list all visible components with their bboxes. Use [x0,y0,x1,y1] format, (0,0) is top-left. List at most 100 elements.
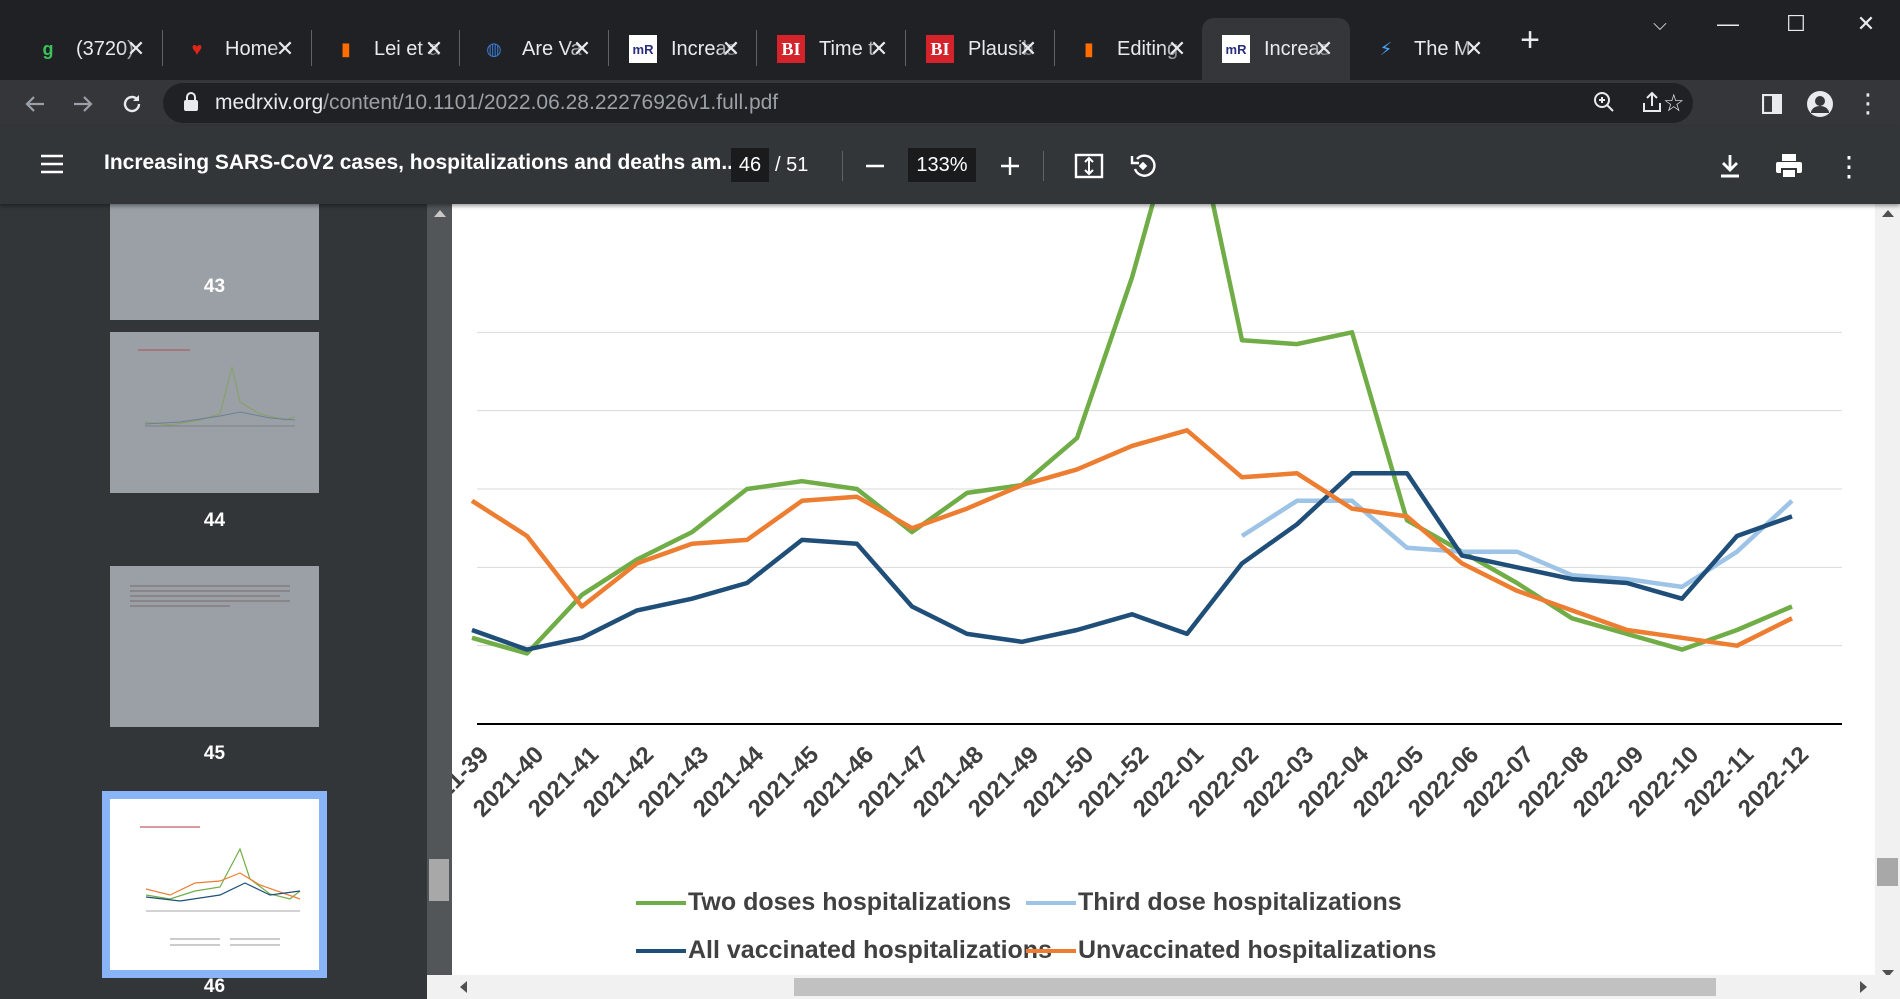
tab-title: (3720) [76,37,134,60]
browser-toolbar: medrxiv.org/content/10.1101/2022.06.28.2… [0,80,1900,127]
address-bar[interactable]: medrxiv.org/content/10.1101/2022.06.28.2… [163,83,1693,123]
share-icon[interactable] [1641,91,1663,118]
globe-icon: ◍ [486,38,502,59]
vertical-scrollbar[interactable] [1875,204,1900,984]
tab-separator [608,30,609,66]
lock-icon[interactable] [183,92,199,117]
browser-tab[interactable]: ⚡ The M ✕ [1352,18,1500,80]
bookmark-icon: ▮ [1084,38,1094,59]
legend-label: All vaccinated hospitalizations [688,936,1052,964]
scroll-left-icon[interactable] [460,981,467,993]
tab-separator [905,30,906,66]
browser-tab[interactable]: g (3720) ✕ [14,18,162,80]
scroll-down-icon[interactable] [1882,970,1894,977]
bookmark-icon: ▮ [341,38,351,59]
tab-close-icon[interactable]: ✕ [721,36,741,61]
scroll-right-icon[interactable] [1860,981,1867,993]
thumbnail-page[interactable] [110,332,319,493]
tab-separator [162,30,163,66]
browser-tab[interactable]: BI Plausib ✕ [906,18,1054,80]
legend-swatch [636,900,686,905]
tab-close-icon[interactable]: ✕ [572,36,592,61]
thumbnail-page-number: 43 [203,276,226,297]
tab-close-icon[interactable]: ✕ [1018,36,1038,61]
zoom-in-icon[interactable] [988,144,1032,188]
thumbnail-page-selected[interactable] [102,791,327,978]
pdf-document-area[interactable]: 2021-39 2021-40 2021-41 2021-42 2021-43 2021-… [427,204,1900,999]
left-scroll-thumb[interactable] [429,859,449,901]
horizontal-scrollbar[interactable] [427,975,1900,999]
maximize-icon[interactable]: ☐ [1786,11,1806,36]
tab-separator [756,30,757,66]
thumbnail-page-number: 46 [203,976,226,997]
browser-tab[interactable]: mR Increas ✕ [1202,18,1350,80]
download-icon[interactable] [1708,144,1752,188]
browser-tab[interactable]: BI Time t ✕ [757,18,905,80]
thumbnail-sidebar[interactable]: 43 44 45 46 [0,204,427,999]
minimize-icon[interactable]: — [1717,11,1739,36]
thumbnail-page[interactable] [110,204,319,320]
hospitalization-line-chart: 2021-392021-402021-412021-422021-432021-… [452,204,1842,823]
thumbnail-page-number: 44 [203,510,226,531]
zoom-input[interactable]: 133% [908,148,976,182]
browser-tab[interactable]: ▮ Editing ✕ [1055,18,1203,80]
print-icon[interactable] [1767,144,1811,188]
tab-close-icon[interactable]: ✕ [1464,36,1484,61]
scroll-up-icon[interactable] [1882,210,1894,217]
bmj-icon: BI [777,35,805,63]
legend-swatch [1026,948,1076,953]
profile-avatar[interactable] [1800,80,1840,127]
shield-icon: ♥ [191,38,203,59]
rotate-icon[interactable] [1121,144,1165,188]
bmj-icon: BI [926,35,954,63]
thumbnail-page[interactable] [110,566,319,727]
legend-swatch [1026,900,1076,905]
toolbar-divider [842,151,843,181]
close-window-icon[interactable]: ✕ [1856,11,1876,36]
page-number-input[interactable]: 46 [731,148,769,182]
horizontal-scroll-thumb[interactable] [794,978,1716,996]
url-text[interactable]: medrxiv.org/content/10.1101/2022.06.28.2… [215,91,779,114]
tab-title: Time t [819,37,874,60]
pdf-more-icon[interactable]: ⋮ [1835,150,1863,182]
zoom-icon[interactable] [1593,91,1615,118]
vertical-scroll-thumb[interactable] [1877,858,1898,886]
tab-close-icon[interactable]: ✕ [869,36,889,61]
tab-close-icon[interactable]: ✕ [126,36,146,61]
medrxiv-icon: mR [629,35,657,63]
legend-item-two-doses: Two doses hospitalizations [636,888,1011,917]
tab-title: Are Va [522,37,582,60]
tab-title: Increas [671,37,737,60]
tab-close-icon[interactable]: ✕ [424,36,444,61]
tab-separator [1054,30,1055,66]
legend-label: Third dose hospitalizations [1078,888,1402,916]
fit-page-icon[interactable] [1067,144,1111,188]
tab-close-icon[interactable]: ✕ [275,36,295,61]
document-title: Increasing SARS-CoV2 cases, hospitalizat… [104,151,739,174]
reload-icon[interactable] [112,80,152,127]
left-scroll-up-icon[interactable] [434,210,446,217]
zoom-out-icon[interactable] [853,144,897,188]
tab-strip: g (3720) ✕ ♥ Home ✕ ▮ Lei et a ✕ ◍ Are Va ✕ mR Increa… [0,0,1900,80]
browser-tab[interactable]: ♥ Home ✕ [163,18,311,80]
tab-close-icon[interactable]: ✕ [1314,36,1334,61]
new-tab-button[interactable]: + [1520,21,1540,59]
star-icon[interactable]: ☆ [1663,90,1685,117]
tab-title: Plausib [968,37,1034,60]
tab-close-icon[interactable]: ✕ [1167,36,1187,61]
side-panel-icon[interactable] [1752,80,1792,127]
browser-menu-icon[interactable]: ⋮ [1855,88,1881,118]
medrxiv-icon: mR [1222,35,1250,63]
series-line [470,428,1794,648]
sidebar-menu-icon[interactable] [38,150,66,183]
browser-tab[interactable]: ◍ Are Va ✕ [460,18,608,80]
browser-tab[interactable]: ▮ Lei et a ✕ [312,18,460,80]
toolbar-divider [1043,151,1044,181]
thumbnail-page-number: 45 [203,743,226,764]
forward-icon[interactable] [63,80,103,127]
browser-tab[interactable]: mR Increas ✕ [609,18,757,80]
back-icon[interactable] [15,80,55,127]
tab-search-icon[interactable]: ⌵ [1653,14,1667,34]
tab-title: Lei et a [374,37,440,60]
tab-title: Increas [1264,37,1330,60]
